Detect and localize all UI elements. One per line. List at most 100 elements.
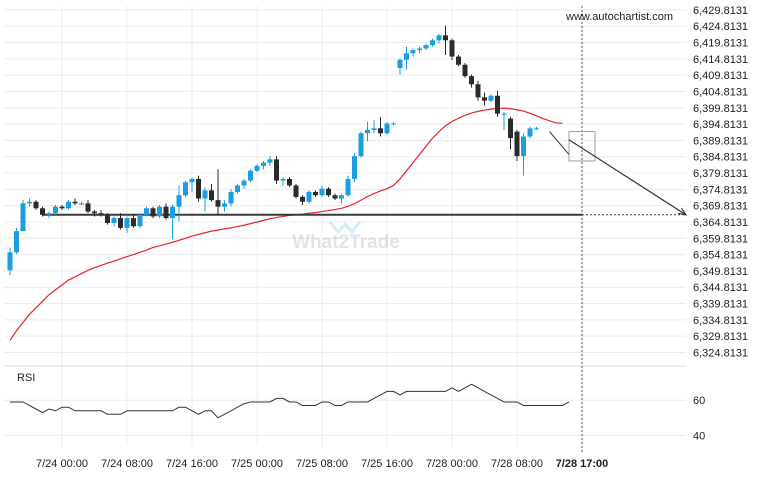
time-tick-label: 7/25 00:00 <box>231 458 283 470</box>
candle-body <box>235 185 240 192</box>
candle-body <box>183 182 188 196</box>
moving-average-line <box>9 107 563 341</box>
candle-body <box>410 50 416 54</box>
rsi-panel: RSI <box>10 372 570 419</box>
candle-body <box>449 40 455 57</box>
price-tick-label: 6,379.8131 <box>693 168 748 180</box>
price-tick-label: 6,349.8131 <box>693 266 748 278</box>
candle-body <box>79 203 84 205</box>
candle-body <box>521 136 526 157</box>
rsi-tick-label: 60 <box>693 395 705 407</box>
candle-body <box>222 203 227 207</box>
price-tick-label: 6,419.8131 <box>693 37 748 49</box>
brand-watermark: What2Trade <box>292 232 400 253</box>
candle-body <box>397 59 403 68</box>
price-tick-label: 6,404.8131 <box>693 86 748 98</box>
candle-body <box>111 218 117 223</box>
candle-body <box>495 95 500 114</box>
time-tick-label: 7/24 00:00 <box>36 458 88 470</box>
candle-body <box>430 40 435 46</box>
price-tick-label: 6,354.8131 <box>693 250 748 262</box>
forecast-arrow-shaft <box>568 139 687 216</box>
price-tick-label: 6,384.8131 <box>693 152 748 164</box>
candle-body <box>391 123 396 125</box>
candle-body <box>157 206 162 217</box>
price-tick-label: 6,394.8131 <box>693 119 748 131</box>
rsi-title: RSI <box>17 372 35 384</box>
moving-average-layer <box>9 107 563 341</box>
price-axis: 6,429.8131 6,424.8131 6,419.8131 6,414.8131… <box>693 5 748 443</box>
candles-layer <box>7 25 539 276</box>
rsi-line <box>10 383 570 419</box>
candle-body <box>267 159 273 163</box>
candle-body <box>436 35 442 41</box>
candle-body <box>85 203 91 212</box>
projection-layer <box>549 131 688 216</box>
price-tick-label: 6,334.8131 <box>693 315 748 327</box>
logo-w-icon <box>328 221 362 235</box>
candle-body <box>196 178 201 199</box>
candle-body <box>118 218 123 228</box>
candle-body <box>488 95 494 101</box>
candle-body <box>66 201 71 209</box>
candle-body <box>163 206 169 219</box>
candle-body <box>384 123 390 134</box>
candle-body <box>170 206 175 219</box>
price-tick-label: 6,324.8131 <box>693 347 748 359</box>
candle-body <box>92 211 97 214</box>
time-tick-label: 7/24 08:00 <box>101 458 153 470</box>
rsi-tick-label: 40 <box>693 430 705 442</box>
watermark-layer: www.autochartist.com What2Trade <box>292 11 673 253</box>
candle-body <box>469 76 474 85</box>
candle-body <box>7 252 13 271</box>
candle-body <box>443 35 448 41</box>
time-tick-label: 7/25 08:00 <box>296 458 348 470</box>
candle-body <box>241 180 247 186</box>
candle-body <box>345 178 351 196</box>
price-tick-label: 6,359.8131 <box>693 233 748 245</box>
candle-body <box>131 218 136 227</box>
candle-body <box>501 113 507 115</box>
candle-body <box>423 45 429 49</box>
candle-body <box>105 214 110 223</box>
candle-body <box>352 156 357 179</box>
candle-body <box>280 178 286 181</box>
price-tick-label: 6,364.8131 <box>693 217 748 229</box>
candle-body <box>365 129 370 134</box>
pattern-line <box>549 131 570 155</box>
price-tick-label: 6,389.8131 <box>693 135 748 147</box>
candle-body <box>40 208 45 215</box>
candle-body <box>261 162 266 166</box>
candle-body <box>475 84 481 98</box>
price-tick-label: 6,409.8131 <box>693 70 748 82</box>
candle-body <box>378 128 383 134</box>
candle-body <box>176 195 182 207</box>
candle-body <box>534 128 539 130</box>
candle-body <box>417 48 422 51</box>
candle-body <box>306 191 312 202</box>
candle-body <box>46 213 52 215</box>
candle-body <box>339 195 344 199</box>
price-tick-label: 6,344.8131 <box>693 282 748 294</box>
candle-body <box>59 206 65 209</box>
price-tick-label: 6,424.8131 <box>693 21 748 33</box>
candle-body <box>527 128 533 137</box>
price-tick-label: 6,414.8131 <box>693 54 748 66</box>
candle-body <box>254 165 260 171</box>
candle-body <box>326 188 331 196</box>
candle-body <box>124 218 130 228</box>
site-watermark: www.autochartist.com <box>565 11 673 23</box>
price-tick-label: 6,369.8131 <box>693 201 748 213</box>
candle-body <box>14 231 19 253</box>
candle-body <box>98 213 104 215</box>
projection-box <box>568 131 596 162</box>
time-tick-label: 7/28 17:00 <box>556 458 609 470</box>
candle-body <box>508 118 513 139</box>
candle-body <box>137 214 143 227</box>
candle-body <box>228 191 234 204</box>
candle-body <box>150 208 156 217</box>
forecast-arrow-head <box>678 207 688 216</box>
candle-body <box>332 195 338 199</box>
